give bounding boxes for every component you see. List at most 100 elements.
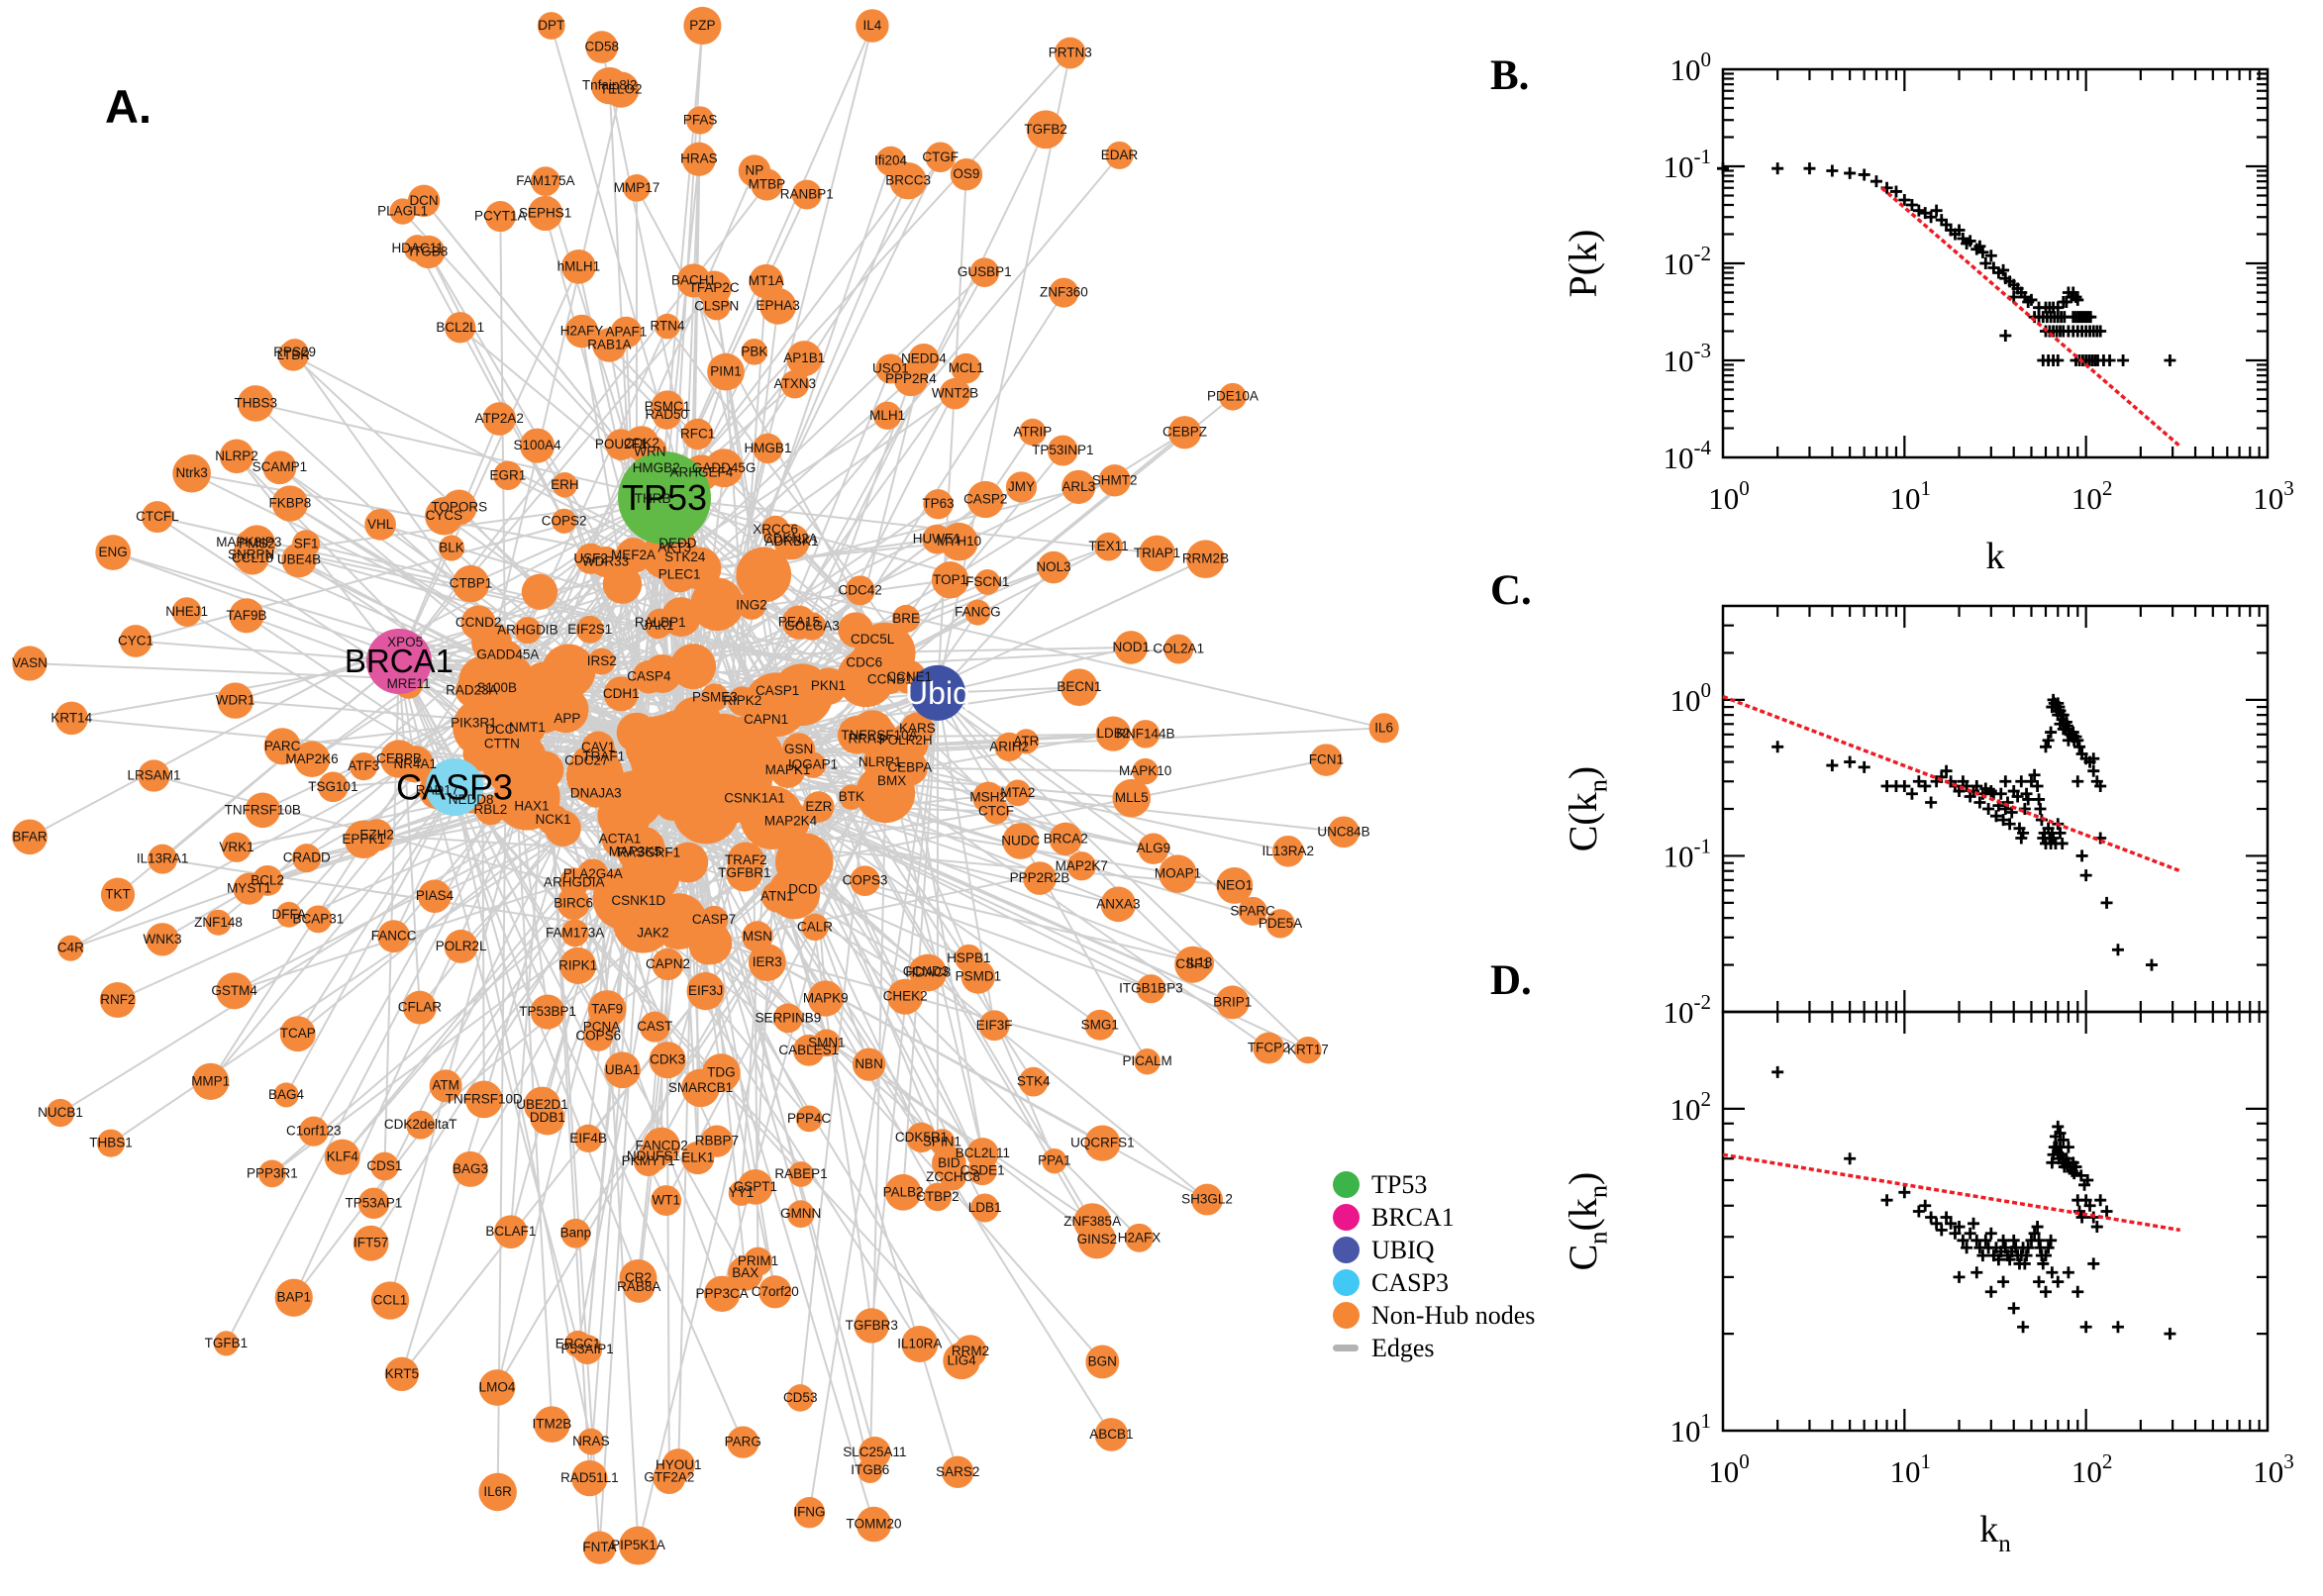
network-node [845,575,875,606]
network-node-label: PZP [689,18,715,33]
data-point [1717,162,1729,175]
network-node [292,530,321,558]
network-node [1294,1036,1322,1064]
network-node-label: TCAP [280,1026,316,1041]
network-node-label: TELO2 [600,82,643,97]
network-node-label: EGR1 [490,467,527,482]
network-node [171,597,202,627]
network-node [966,480,1004,519]
network-node-label: CD53 [783,1390,818,1405]
panel-b-label: B. [1490,52,1530,99]
network-node-label: CDK3 [650,1052,685,1067]
network-node-label: TFAP2C [689,280,740,295]
network-hub-label: BRCA1 [345,643,454,679]
network-node [138,759,170,792]
network-node-label: BIRC6 [554,895,593,910]
network-node [438,535,465,561]
network-node-label: SPARC [1230,903,1275,918]
data-point [2039,741,2052,753]
network-node [791,179,822,210]
network-node-label: ANXA3 [1096,896,1140,911]
data-point [2094,325,2107,338]
network-edge [397,287,716,663]
network-node-label: EIF2S1 [567,622,612,637]
x-tick-label: 100 [1708,1449,1750,1489]
network-node-label: IL18 [1186,955,1212,970]
network-node [925,142,956,172]
network-node-label: NEDD8 [449,792,494,807]
network-node [298,1116,329,1147]
network-node-label: JMY [1008,479,1035,494]
network-node-label: HDAC11 [391,241,443,255]
network-nodes [12,6,1399,1565]
network-node [893,361,928,397]
network-node-label: CTBP2 [916,1189,960,1204]
network-node-label: BRE [892,611,920,626]
network-node-label: PPP3CA [696,1286,749,1301]
network-node-label: NCK1 [536,812,571,827]
data-point [2079,1321,2092,1334]
network-node-label: LIG4 [947,1352,976,1367]
network-node-label: BFAR [12,829,48,844]
network-node [564,1330,592,1358]
data-point [1964,235,1976,248]
network-node [478,1369,516,1406]
network-node [1136,974,1165,1004]
legend-node-swatch [1333,1237,1360,1263]
network-node-label: UBE2D1 [516,1097,568,1112]
network-node [95,535,132,570]
network-node-label: VASN [12,655,48,670]
network-node-label: POU2F1 [595,437,648,451]
network-node [801,913,829,942]
axis-ticks [1723,69,2268,457]
network-node [901,1326,939,1362]
data-point [2015,775,2028,788]
network-node-label: HMGB2 [633,460,680,475]
data-point [2011,790,2024,803]
network-edge [936,646,1133,694]
data-point [2052,1275,2065,1288]
network-node [534,1406,570,1443]
network-node-label: PICALM [1122,1053,1171,1068]
network-node-label: NOL3 [1036,559,1070,574]
network-node-label: MAPK8IP3 [216,535,281,549]
network-node-label: AP1B1 [783,350,825,365]
network-node [632,659,666,694]
network-node [554,705,581,733]
network-node [793,1497,826,1529]
network-node [406,1110,436,1140]
legend-item-label: TP53 [1371,1169,1428,1199]
network-edge [698,567,1385,730]
network-node-label: STK4 [1017,1074,1051,1089]
network-node-label: ARHGDIB [497,623,558,638]
network-node [1060,668,1098,707]
data-point [1973,796,1986,809]
network-node-label: TGFB2 [1024,122,1067,137]
x-tick-label: 103 [2253,476,2294,516]
network-node-label: BCLAF1 [485,1224,536,1239]
network-node [516,791,548,823]
network-node-label: JAK1 [642,618,673,633]
network-node [561,249,596,284]
y-tick-label: 10-1 [1663,834,1711,873]
network-node-label: RBBP7 [695,1134,739,1148]
network-node-label: KRT14 [50,710,92,725]
network-node [638,1141,669,1172]
network-node [1138,833,1169,864]
network-node-label: hMLH1 [557,258,601,273]
network-node [807,980,844,1017]
network-node-label: RAD50 [646,407,689,422]
network-node-label: CCL18 [232,550,273,565]
network-node [350,751,378,781]
data-point [2028,768,2041,781]
network-node-label: ADRBK1 [765,534,819,549]
network-node-label: FCN1 [1309,752,1344,767]
network-node [560,1218,591,1248]
network-node-label: WNT2B [932,386,978,401]
network-node [1023,861,1057,895]
data-point [2071,293,2084,306]
data-point [1935,1224,1948,1237]
network-node-label: BAX [732,1265,758,1280]
network-node [1095,716,1131,751]
